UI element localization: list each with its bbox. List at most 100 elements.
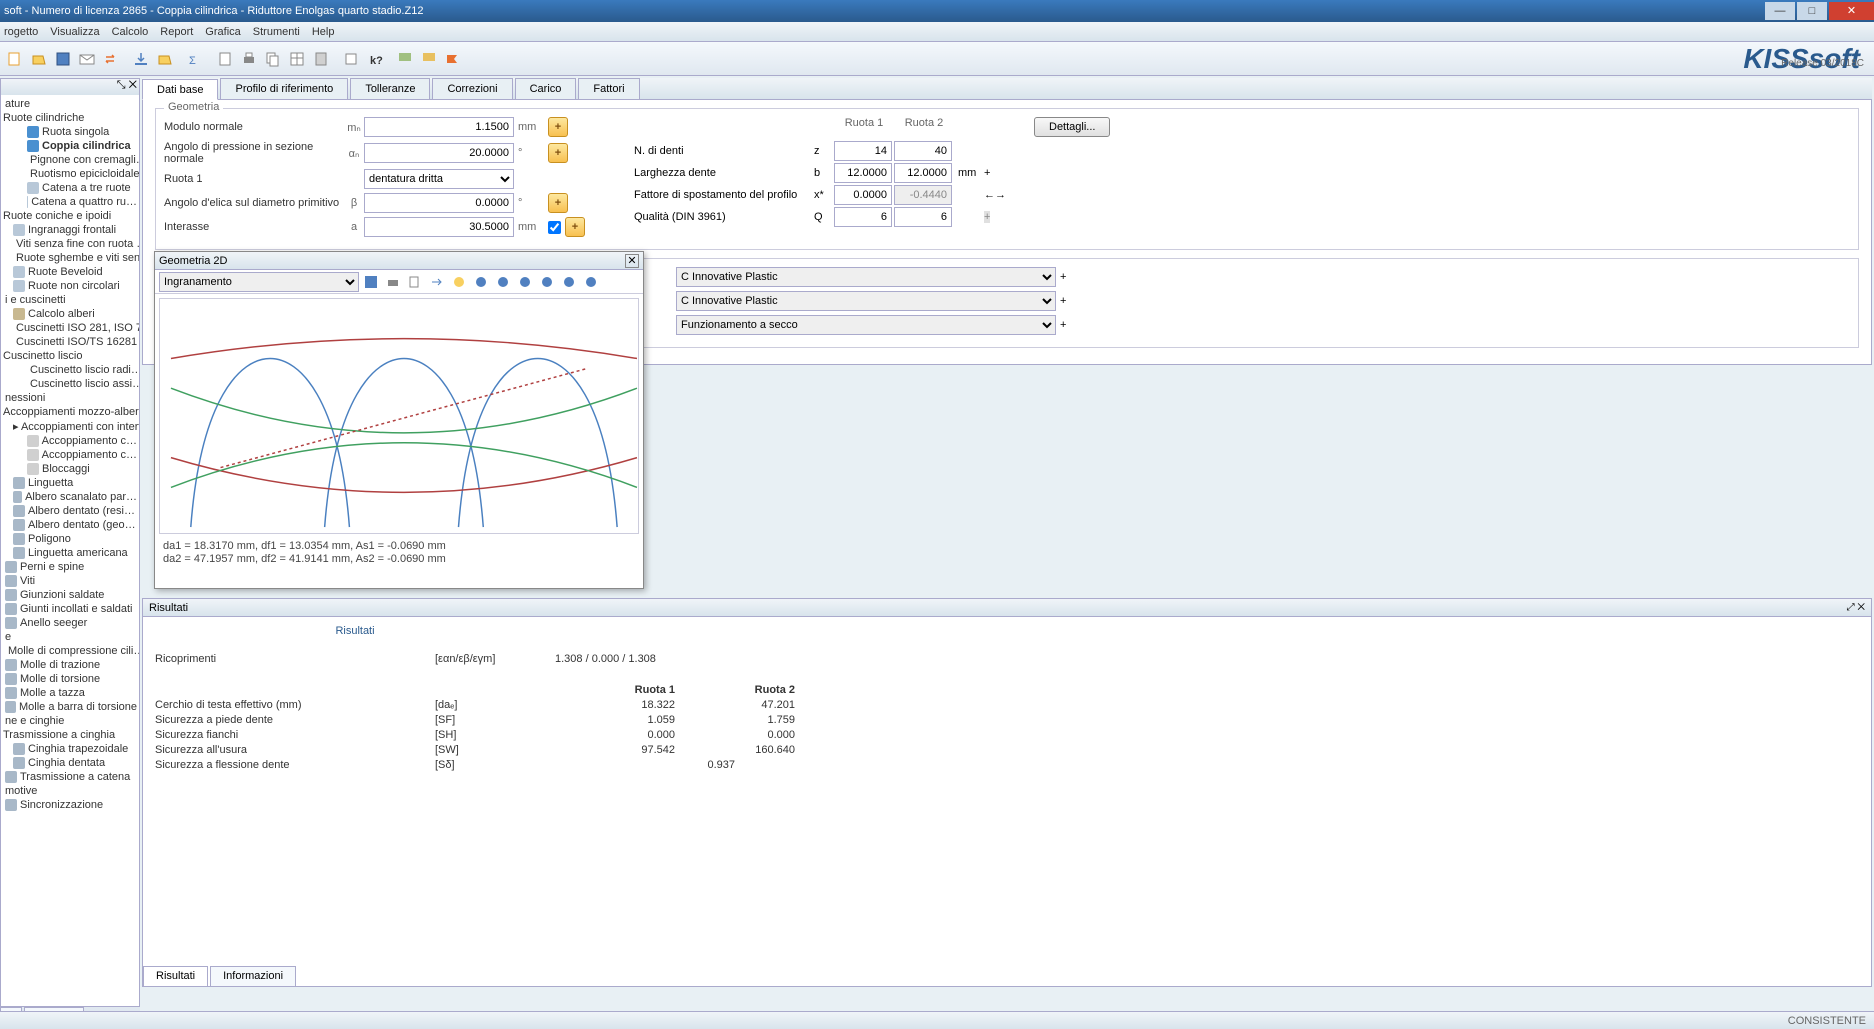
tree-node[interactable]: Cuscinetto liscio xyxy=(1,349,139,363)
tree-node[interactable]: Accoppiamento c… xyxy=(1,434,139,448)
qualita-r2[interactable] xyxy=(894,207,952,227)
tab-profilo[interactable]: Profilo di riferimento xyxy=(220,78,348,99)
lubrification-select[interactable]: Funzionamento a secco xyxy=(676,315,1056,335)
tree-node[interactable]: Trasmissione a cinghia xyxy=(1,728,139,742)
geom2d-gear2-icon[interactable] xyxy=(493,272,513,292)
tree-node[interactable]: Ingranaggi frontali xyxy=(1,223,139,237)
tree-node[interactable]: Linguetta americana xyxy=(1,546,139,560)
tree-node[interactable]: Perni e spine xyxy=(1,560,139,574)
tree-node[interactable]: Ruote sghembe e viti sen… xyxy=(1,251,139,265)
tree-node[interactable]: motive xyxy=(1,784,139,798)
menu-grafica[interactable]: Grafica xyxy=(205,26,240,38)
tree-node[interactable]: ▸ Accoppiamenti con interf… xyxy=(1,419,139,434)
tree-node[interactable]: Albero scanalato par… xyxy=(1,490,139,504)
geom2d-info-icon[interactable] xyxy=(449,272,469,292)
lubrification-plus[interactable]: + xyxy=(1060,319,1066,331)
angolo-elica-plus[interactable]: + xyxy=(548,193,568,213)
tree-node[interactable]: Ruotismo epicicloidale xyxy=(1,167,139,181)
save-icon[interactable] xyxy=(52,48,74,70)
flag3-icon[interactable] xyxy=(442,48,464,70)
tab-dati-base[interactable]: Dati base xyxy=(142,79,218,100)
menu-calcolo[interactable]: Calcolo xyxy=(112,26,149,38)
tree-node[interactable]: Molle di torsione xyxy=(1,672,139,686)
tree-node[interactable]: Pignone con cremagli… xyxy=(1,153,139,167)
ndenti-r1[interactable] xyxy=(834,141,892,161)
larghezza-plus[interactable]: + xyxy=(984,167,990,179)
qualita-r1[interactable] xyxy=(834,207,892,227)
flag2-icon[interactable] xyxy=(418,48,440,70)
tree-node[interactable]: Ruota singola xyxy=(1,125,139,139)
swap-icon[interactable] xyxy=(100,48,122,70)
tab-tolleranze[interactable]: Tolleranze xyxy=(350,78,430,99)
tree-node[interactable]: Accoppiamento c… xyxy=(1,448,139,462)
menu-strumenti[interactable]: Strumenti xyxy=(253,26,300,38)
tab-risultati[interactable]: Risultati xyxy=(143,966,208,986)
tree-node[interactable]: Ruote cilindriche xyxy=(1,111,139,125)
tree-node[interactable]: Viti senza fine con ruota … xyxy=(1,237,139,251)
geom2d-gear5-icon[interactable] xyxy=(559,272,579,292)
tree-node[interactable]: Cinghia dentata xyxy=(1,756,139,770)
flag1-icon[interactable] xyxy=(394,48,416,70)
folder-icon[interactable] xyxy=(154,48,176,70)
geom2d-gear1-icon[interactable] xyxy=(471,272,491,292)
material1-select[interactable]: C Innovative Plastic xyxy=(676,267,1056,287)
tree-node[interactable]: Cinghia trapezoidale xyxy=(1,742,139,756)
module-tree[interactable]: atureRuote cilindricheRuota singolaCoppi… xyxy=(1,95,139,814)
tree-node[interactable]: Cuscinetto liscio assi… xyxy=(1,377,139,391)
tree-node[interactable]: Catena a quattro ru… xyxy=(1,195,139,209)
geom2d-gear3-icon[interactable] xyxy=(515,272,535,292)
tree-node[interactable]: Ruote Beveloid xyxy=(1,265,139,279)
larghezza-r1[interactable] xyxy=(834,163,892,183)
material2-plus[interactable]: + xyxy=(1060,295,1066,307)
doc-icon[interactable] xyxy=(214,48,236,70)
tab-correzioni[interactable]: Correzioni xyxy=(432,78,512,99)
tree-node[interactable]: Ruote coniche e ipoidi xyxy=(1,209,139,223)
interasse-plus[interactable]: + xyxy=(565,217,585,237)
tree-node[interactable]: ature xyxy=(1,97,139,111)
modulo-plus[interactable]: + xyxy=(548,117,568,137)
ndenti-r2[interactable] xyxy=(894,141,952,161)
mail-icon[interactable] xyxy=(76,48,98,70)
angolo-press-plus[interactable]: + xyxy=(548,143,568,163)
tree-node[interactable]: Viti xyxy=(1,574,139,588)
tree-node[interactable]: Molle a barra di torsione xyxy=(1,700,139,714)
pin-icon[interactable]: ⤡ ✕ xyxy=(117,79,137,95)
help-icon[interactable]: k? xyxy=(364,48,386,70)
tree-node[interactable]: Molle di trazione xyxy=(1,658,139,672)
geom2d-gear4-icon[interactable] xyxy=(537,272,557,292)
qualita-plus[interactable]: + xyxy=(984,211,990,223)
ruota1-select[interactable]: dentatura dritta xyxy=(364,169,514,189)
tree-node[interactable]: Calcolo alberi xyxy=(1,307,139,321)
interasse-input[interactable] xyxy=(364,217,514,237)
larghezza-r2[interactable] xyxy=(894,163,952,183)
tree-node[interactable]: Sincronizzazione xyxy=(1,798,139,812)
tree-node[interactable]: nessioni xyxy=(1,391,139,405)
menu-progetto[interactable]: rogetto xyxy=(4,26,38,38)
tree-node[interactable]: Bloccaggi xyxy=(1,462,139,476)
copy-icon[interactable] xyxy=(262,48,284,70)
results-header-icons[interactable]: ⤢ ✕ xyxy=(1847,602,1865,613)
import-icon[interactable] xyxy=(130,48,152,70)
tree-node[interactable]: Ruote non circolari xyxy=(1,279,139,293)
dettagli-button[interactable]: Dettagli... xyxy=(1034,117,1110,137)
tree-node[interactable]: e xyxy=(1,630,139,644)
tree-node[interactable]: Giunzioni saldate xyxy=(1,588,139,602)
tree-node[interactable]: Molle di compressione cili… xyxy=(1,644,139,658)
tree-node[interactable]: Molle a tazza xyxy=(1,686,139,700)
tree-node[interactable]: Giunti incollati e saldati xyxy=(1,602,139,616)
tree-node[interactable]: Cuscinetti ISO/TS 16281 xyxy=(1,335,139,349)
angolo-press-input[interactable] xyxy=(364,143,514,163)
geom2d-save-icon[interactable] xyxy=(361,272,381,292)
minimize-button[interactable]: — xyxy=(1765,2,1795,20)
open-icon[interactable] xyxy=(28,48,50,70)
book-icon[interactable] xyxy=(340,48,362,70)
calc-icon[interactable] xyxy=(310,48,332,70)
table-icon[interactable] xyxy=(286,48,308,70)
tree-node[interactable]: i e cuscinetti xyxy=(1,293,139,307)
menu-visualizza[interactable]: Visualizza xyxy=(50,26,99,38)
geom2d-view-select[interactable]: Ingranamento xyxy=(159,272,359,292)
tree-node[interactable]: Cuscinetto liscio radi… xyxy=(1,363,139,377)
tree-node[interactable]: Poligono xyxy=(1,532,139,546)
geom2d-canvas[interactable] xyxy=(159,298,639,534)
tree-node[interactable]: ne e cinghie xyxy=(1,714,139,728)
